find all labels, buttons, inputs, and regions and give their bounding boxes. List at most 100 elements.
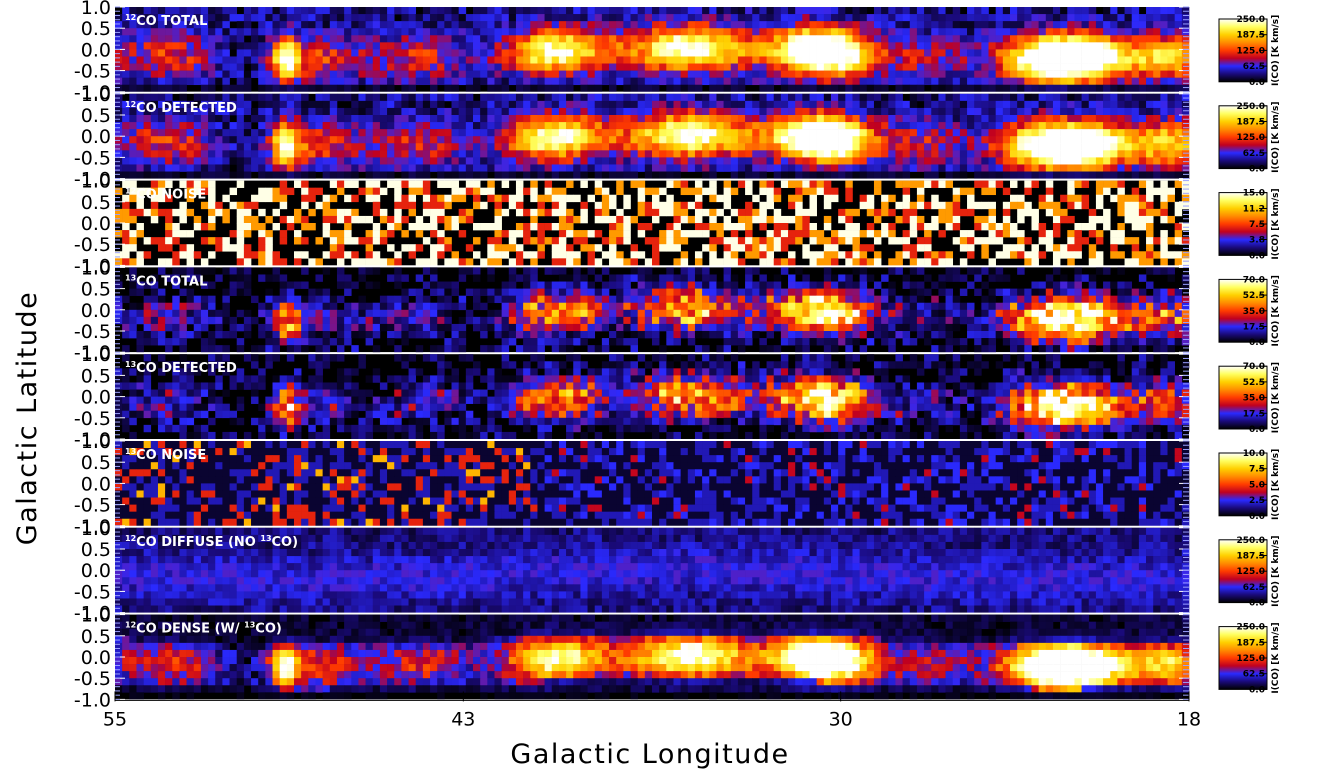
heatmap-cell [681, 49, 688, 56]
heatmap-cell [287, 35, 294, 42]
heatmap-cell [1175, 78, 1182, 85]
heatmap-cell [1146, 71, 1153, 78]
heatmap-cell [716, 64, 723, 71]
heatmap-cell [530, 56, 537, 63]
heatmap-cell [588, 108, 595, 115]
heatmap-cell [838, 64, 845, 71]
heatmap-cell [273, 172, 280, 179]
heatmap-cell [860, 195, 867, 202]
heatmap-cell [459, 115, 466, 122]
heatmap-cell [1074, 115, 1081, 122]
heatmap-cell [659, 157, 666, 164]
heatmap-cell [752, 108, 759, 115]
heatmap-cell [1031, 94, 1038, 101]
heatmap-cell [409, 251, 416, 258]
heatmap-cell [466, 164, 473, 171]
heatmap-cell [552, 150, 559, 157]
heatmap-cell [502, 230, 509, 237]
heatmap-cell [881, 164, 888, 171]
heatmap-cell [323, 14, 330, 21]
heatmap-cell [509, 21, 516, 28]
heatmap-cell [1060, 136, 1067, 143]
heatmap-cell [1132, 129, 1139, 136]
heatmap-cell [616, 21, 623, 28]
heatmap-cell [852, 56, 859, 63]
heatmap-cell [222, 49, 229, 56]
heatmap-cell [1103, 188, 1110, 195]
heatmap-cell [996, 7, 1003, 14]
heatmap-cell [452, 172, 459, 179]
heatmap-cell [989, 172, 996, 179]
heatmap-cell [967, 35, 974, 42]
heatmap-cell [523, 172, 530, 179]
heatmap-cell [802, 129, 809, 136]
heatmap-cell [745, 244, 752, 251]
heatmap-cell [1139, 49, 1146, 56]
heatmap-cell [795, 56, 802, 63]
heatmap-cell [924, 49, 931, 56]
heatmap-cell [1132, 108, 1139, 115]
heatmap-cell [165, 56, 172, 63]
heatmap-cell [609, 202, 616, 209]
heatmap-cell [659, 78, 666, 85]
heatmap-cell [845, 188, 852, 195]
heatmap-cell [989, 122, 996, 129]
heatmap-cell [774, 209, 781, 216]
heatmap-cell [609, 258, 616, 265]
heatmap-cell [1182, 115, 1189, 122]
heatmap-cell [1082, 108, 1089, 115]
heatmap-cell [652, 7, 659, 14]
heatmap-cell [996, 108, 1003, 115]
heatmap-cell [609, 150, 616, 157]
heatmap-cell [1160, 85, 1167, 92]
heatmap-cell [444, 129, 451, 136]
heatmap-cell [1096, 94, 1103, 101]
heatmap-cell [387, 78, 394, 85]
heatmap-cell [466, 209, 473, 216]
heatmap-cell [509, 71, 516, 78]
heatmap-cell [516, 188, 523, 195]
heatmap-cell [881, 101, 888, 108]
heatmap-cell [358, 78, 365, 85]
heatmap-cell [566, 157, 573, 164]
heatmap-cell [1132, 223, 1139, 230]
heatmap-cell [960, 28, 967, 35]
heatmap-cell [452, 101, 459, 108]
heatmap-cell [201, 157, 208, 164]
heatmap-cell [480, 129, 487, 136]
heatmap-cell [795, 267, 802, 274]
heatmap-cell [1182, 64, 1189, 71]
heatmap-cell [745, 181, 752, 188]
heatmap-cell [767, 78, 774, 85]
heatmap-cell [989, 164, 996, 171]
heatmap-cell [323, 49, 330, 56]
heatmap-cell [659, 143, 666, 150]
heatmap-cell [530, 78, 537, 85]
heatmap-cell [452, 258, 459, 265]
heatmap-cell [960, 64, 967, 71]
heatmap-cell [938, 101, 945, 108]
heatmap-cell [1160, 209, 1167, 216]
heatmap-cell [452, 143, 459, 150]
heatmap-cell [774, 274, 781, 281]
heatmap-cell [659, 188, 666, 195]
heatmap-cell [366, 35, 373, 42]
heatmap-cell [580, 172, 587, 179]
heatmap-cell [724, 85, 731, 92]
heatmap-cell [602, 101, 609, 108]
heatmap-cell [323, 195, 330, 202]
heatmap-cell [1067, 251, 1074, 258]
heatmap-cell [380, 108, 387, 115]
heatmap-cell [222, 122, 229, 129]
heatmap-cell [194, 28, 201, 35]
heatmap-cell [258, 237, 265, 244]
heatmap-cell [981, 129, 988, 136]
heatmap-cell [845, 21, 852, 28]
heatmap-cell [430, 108, 437, 115]
heatmap-cell [545, 223, 552, 230]
heatmap-cell [258, 101, 265, 108]
heatmap-cell [251, 14, 258, 21]
heatmap-cell [494, 258, 501, 265]
heatmap-cell [437, 56, 444, 63]
heatmap-cell [280, 21, 287, 28]
